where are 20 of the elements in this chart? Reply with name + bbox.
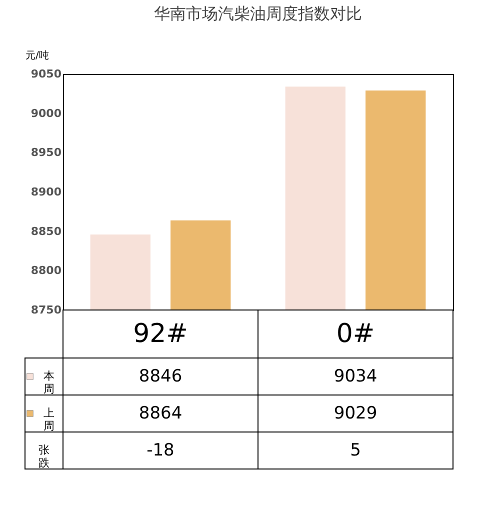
- legend-label: 上周: [44, 406, 54, 432]
- y-tick-label: 8850: [30, 224, 62, 238]
- legend-label: 本周: [44, 370, 54, 396]
- y-axis-title: 元/吨: [26, 50, 49, 62]
- text: 5: [350, 440, 361, 460]
- text: 张跌: [38, 444, 50, 470]
- y-tick-label: 8800: [30, 264, 62, 278]
- y-tick-label: 8900: [30, 186, 62, 198]
- data-label: 8864: [138, 404, 182, 424]
- y-tick-label: 9000: [30, 106, 62, 120]
- y-tick-label: 9050: [30, 68, 62, 80]
- y-tick-label: 8750: [30, 304, 62, 316]
- data-label: 8846: [138, 366, 182, 386]
- y-tick-label: 8950: [30, 146, 62, 160]
- x-tick-label: 92#: [133, 319, 188, 349]
- data-label: 9029: [334, 404, 378, 424]
- data-label: 9034: [334, 366, 378, 386]
- x-tick-label: 0#: [336, 319, 375, 349]
- chart-title: 华南市场汽柴油周度指数对比: [154, 4, 362, 23]
- text: -18: [146, 440, 174, 460]
